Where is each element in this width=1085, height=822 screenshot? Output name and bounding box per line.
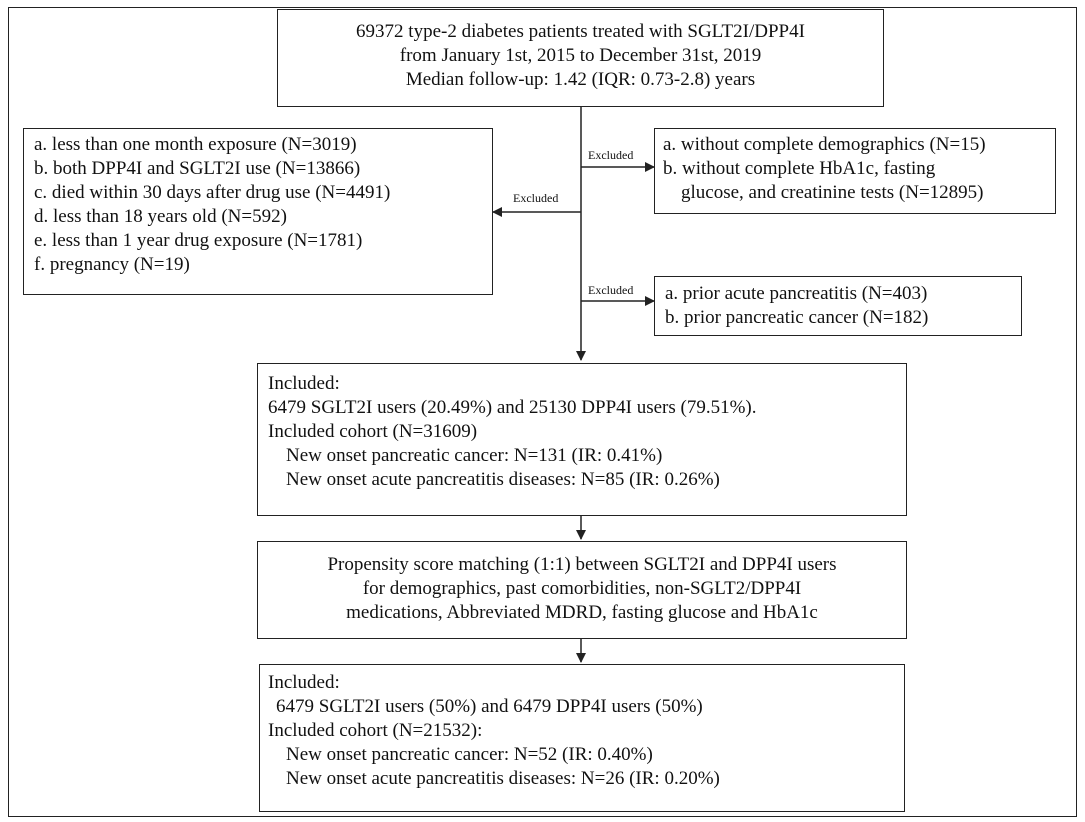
included-cohort-count: Included cohort (N=31609) xyxy=(268,421,478,442)
source-line-3: Median follow-up: 1.42 (IQR: 0.73-2.8) y… xyxy=(405,69,756,90)
left-exclusion-item: b. both DPP4I and SGLT2I use (N=13866) xyxy=(34,158,361,179)
right-exclusion-box-2: a. prior acute pancreatitis (N=403) b. p… xyxy=(654,276,1022,336)
matched-outcome-cancer: New onset pancreatic cancer: N=52 (IR: 0… xyxy=(286,744,653,765)
right-excluded-label-2: Excluded xyxy=(588,283,634,297)
left-exclusion-item: d. less than 18 years old (N=592) xyxy=(34,206,287,227)
source-population-box: 69372 type-2 diabetes patients treated w… xyxy=(277,9,884,107)
right-exclusion-1-item: a. without complete demographics (N=15) xyxy=(663,134,986,155)
left-exclusion-item: c. died within 30 days after drug use (N… xyxy=(34,182,391,203)
source-line-1: 69372 type-2 diabetes patients treated w… xyxy=(356,21,805,42)
diagram-frame xyxy=(8,7,1077,817)
included-heading: Included: xyxy=(268,373,340,394)
included-cohort-box: Included: 6479 SGLT2I users (20.49%) and… xyxy=(257,363,907,516)
psm-line-2: for demographics, past comorbidities, no… xyxy=(362,578,802,599)
matched-cohort-count: Included cohort (N=21532): xyxy=(268,720,483,741)
included-outcome-cancer: New onset pancreatic cancer: N=131 (IR: … xyxy=(286,445,663,466)
left-exclusion-box: a. less than one month exposure (N=3019)… xyxy=(23,128,493,295)
left-exclusion-item: e. less than 1 year drug exposure (N=178… xyxy=(34,230,363,251)
right-exclusion-2-item: a. prior acute pancreatitis (N=403) xyxy=(665,283,928,304)
right-exclusion-1-item: glucose, and creatinine tests (N=12895) xyxy=(681,182,984,203)
left-exclusion-item: a. less than one month exposure (N=3019) xyxy=(34,134,357,155)
matched-heading: Included: xyxy=(268,672,340,693)
included-users: 6479 SGLT2I users (20.49%) and 25130 DPP… xyxy=(268,397,757,418)
right-exclusion-1-item: b. without complete HbA1c, fasting xyxy=(663,158,936,179)
matched-users: 6479 SGLT2I users (50%) and 6479 DPP4I u… xyxy=(276,696,703,717)
right-excluded-label-1: Excluded xyxy=(588,148,634,162)
right-exclusion-box-1: a. without complete demographics (N=15) … xyxy=(654,128,1056,214)
matched-cohort-box: Included: 6479 SGLT2I users (50%) and 64… xyxy=(259,664,905,812)
propensity-matching-box: Propensity score matching (1:1) between … xyxy=(257,541,907,639)
psm-line-3: medications, Abbreviated MDRD, fasting g… xyxy=(346,602,818,623)
source-line-2: from January 1st, 2015 to December 31st,… xyxy=(399,45,762,66)
included-outcome-pancreatitis: New onset acute pancreatitis diseases: N… xyxy=(286,469,720,490)
psm-line-1: Propensity score matching (1:1) between … xyxy=(327,554,837,575)
right-exclusion-2-item: b. prior pancreatic cancer (N=182) xyxy=(665,307,929,328)
left-excluded-label: Excluded xyxy=(513,191,559,205)
left-exclusion-item: f. pregnancy (N=19) xyxy=(34,254,190,275)
matched-outcome-pancreatitis: New onset acute pancreatitis diseases: N… xyxy=(286,768,720,789)
